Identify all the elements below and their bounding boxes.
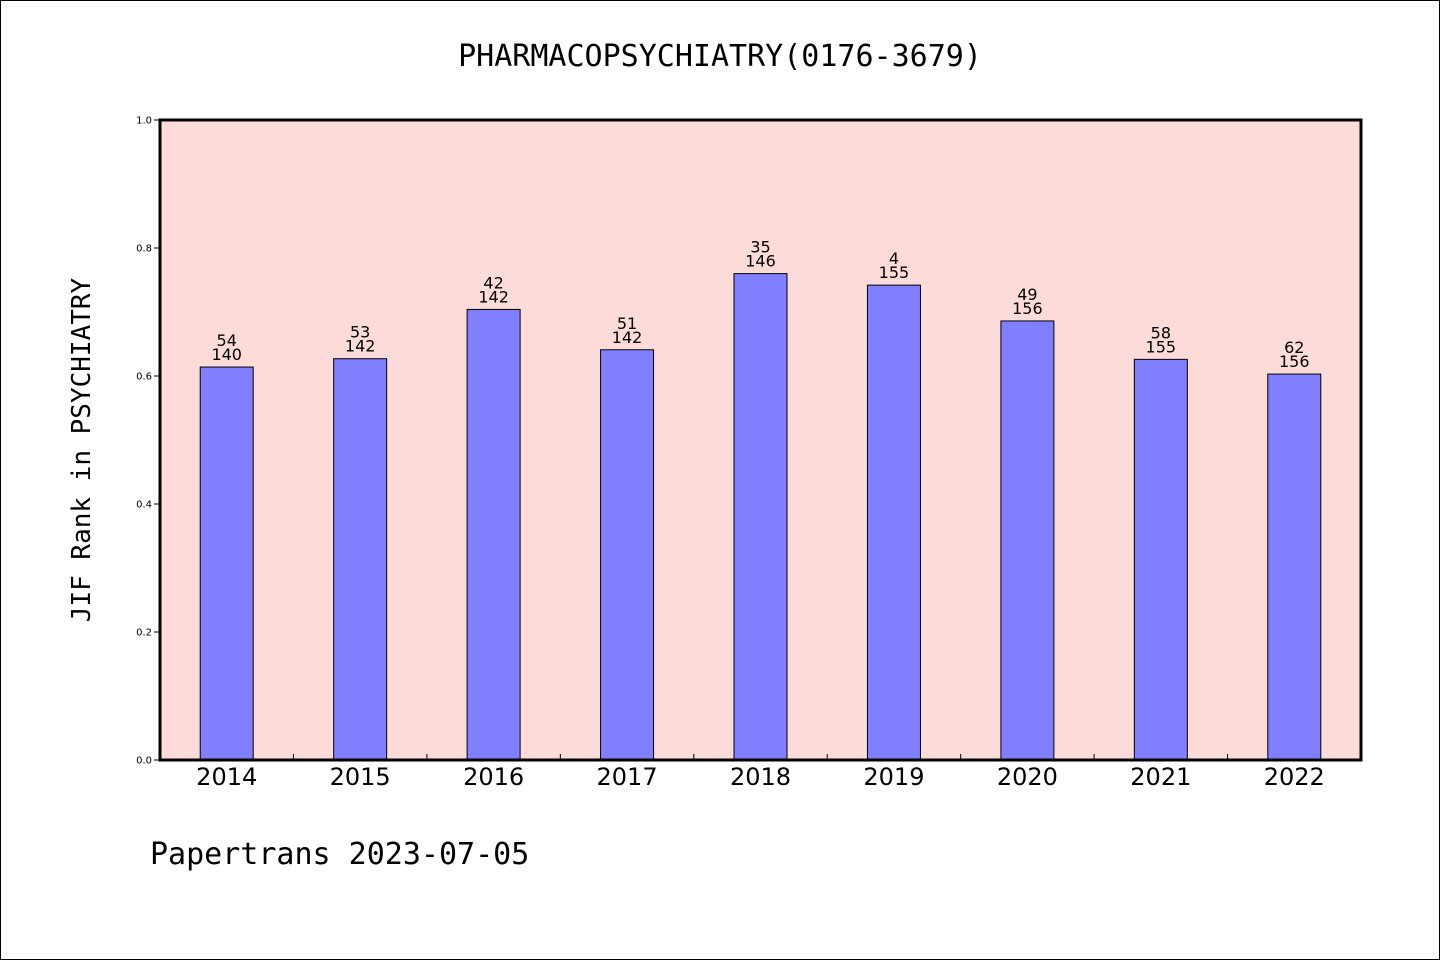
bar [466,308,521,761]
bar-rank-label: 53 [350,323,370,342]
x-tick-label: 2015 [330,763,391,791]
y-tick-label: 0.2 [136,628,152,639]
y-tick-label: 1.0 [136,116,152,127]
x-tick-label: 2022 [1264,763,1325,791]
bar-rank-label: 42 [483,273,503,292]
x-tick-label: 2014 [196,763,257,791]
y-tick-label: 0.6 [136,372,152,383]
bar-total-label: 156 [1012,299,1043,318]
bar-series [199,273,1322,761]
plot-border [158,118,1363,762]
bar-rank-label: 35 [750,238,770,257]
bar-rank-label: 58 [1151,323,1171,342]
bar-rank-label: 49 [1017,285,1037,304]
y-tick-label: 0.8 [136,244,152,255]
bar-total-label: 142 [345,337,376,356]
bar-total-label: 146 [745,252,776,271]
bar-rank-label: 54 [217,331,237,350]
chart-title: PHARMACOPSYCHIATRY(0176-3679) [458,39,982,74]
bar [199,366,254,761]
bar [866,284,921,761]
bar [1133,358,1188,761]
bar-total-label: 142 [612,328,643,347]
y-tick-label: 0.4 [136,500,152,511]
x-tick-label: 2020 [997,763,1058,791]
bar-total-label: 156 [1279,352,1310,371]
x-tick-label: 2019 [863,763,924,791]
bar [333,358,388,761]
bar [600,349,655,761]
bar [1267,373,1322,761]
bar [733,273,788,761]
x-tick-label: 2021 [1130,763,1191,791]
bar [1000,320,1055,761]
bar-total-label: 140 [211,345,242,364]
y-axis-label: JIF Rank in PSYCHIATRY [67,277,97,622]
bar-rank-label: 62 [1284,338,1304,357]
footer-credit: Papertrans 2023-07-05 [150,837,529,872]
x-tick-label: 2018 [730,763,791,791]
y-tick-label: 0.0 [136,756,152,767]
x-axis: 2014 2015 2016 2017 2018 2019 2020 2021 2022 [196,754,1325,791]
x-tick-label: 2016 [463,763,524,791]
bar-rank-label: 51 [617,314,637,333]
bar-total-label: 142 [478,287,509,306]
y-axis: 0.0 0.2 0.4 0.6 0.8 1.0 [136,116,160,767]
bar-rank-label: 4 [889,249,899,268]
bar-total-label: 155 [1146,337,1177,356]
bar-total-label: 155 [879,263,910,282]
x-tick-label: 2017 [597,763,658,791]
